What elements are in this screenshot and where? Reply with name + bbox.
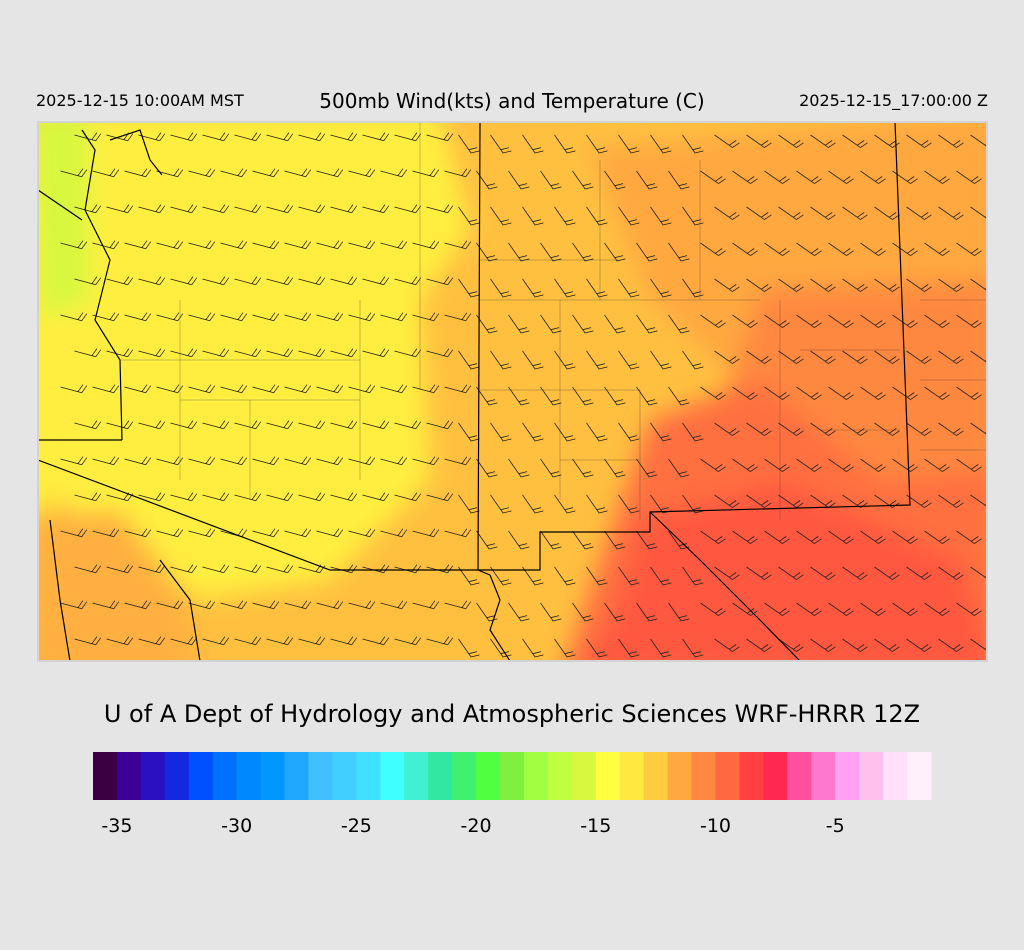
colorbar-swatch xyxy=(236,752,262,800)
colorbar-swatch xyxy=(619,752,645,800)
county-borders xyxy=(120,122,987,520)
colorbar-swatch xyxy=(523,752,549,800)
colorbar-swatch xyxy=(356,752,381,800)
colorbar-swatch xyxy=(260,752,286,800)
colorbar-swatch xyxy=(188,752,214,800)
map-frame xyxy=(37,121,988,662)
colorbar-tick-label: -10 xyxy=(700,815,731,837)
colorbar-tick-label: -25 xyxy=(341,815,372,837)
map xyxy=(38,122,987,661)
colorbar-tick-label: -35 xyxy=(101,815,132,837)
colorbar-swatch xyxy=(116,752,142,800)
colorbar-swatch xyxy=(428,752,453,800)
colorbar-swatch xyxy=(643,752,669,800)
map-title: 500mb Wind(kts) and Temperature (C) xyxy=(319,89,704,113)
colorbar-swatch xyxy=(739,752,764,800)
colorbar-swatch xyxy=(93,752,118,800)
colorbar-swatch xyxy=(476,752,501,800)
colorbar-swatch xyxy=(404,752,429,800)
colorbar-tick-label: -30 xyxy=(221,815,252,837)
colorbar-swatch xyxy=(212,752,238,800)
colorbar-swatch xyxy=(667,752,693,800)
colorbar-tick-label: -5 xyxy=(826,815,845,837)
colorbar-swatch xyxy=(308,752,333,800)
colorbar-tick-label: -15 xyxy=(580,815,611,837)
colorbar-swatch xyxy=(907,752,932,800)
colorbar-swatch xyxy=(811,752,836,800)
colorbar-swatch xyxy=(835,752,860,800)
colorbar-swatch xyxy=(763,752,788,800)
colorbar-swatch xyxy=(859,752,884,800)
valid-time-local: 2025-12-15 10:00AM MST xyxy=(36,91,244,110)
colorbar: -35 -30 -25 -20 -15 -10 -5 xyxy=(93,752,932,837)
colorbar-swatch xyxy=(787,752,812,800)
colorbar-swatch xyxy=(571,752,597,800)
temperature-shading xyxy=(38,122,987,661)
colorbar-swatch xyxy=(883,752,908,800)
colorbar-swatch xyxy=(332,752,357,800)
colorbar-swatch xyxy=(715,752,740,800)
colorbar-swatch xyxy=(140,752,166,800)
colorbar-swatch xyxy=(452,752,477,800)
colorbar-swatch xyxy=(547,752,573,800)
credit: U of A Dept of Hydrology and Atmospheric… xyxy=(104,700,920,728)
state-borders xyxy=(38,122,911,661)
colorbar-swatch xyxy=(380,752,405,800)
colorbar-swatch xyxy=(164,752,190,800)
wind-barb-set xyxy=(60,132,987,658)
colorbar-swatch xyxy=(595,752,621,800)
colorbar-swatch xyxy=(500,752,525,800)
wind-barbs xyxy=(60,132,987,658)
colorbar-swatch xyxy=(691,752,717,800)
valid-time-utc: 2025-12-15_17:00:00 Z xyxy=(799,91,988,111)
colorbar-tick-label: -20 xyxy=(461,815,492,837)
colorbar-swatch xyxy=(284,752,309,800)
